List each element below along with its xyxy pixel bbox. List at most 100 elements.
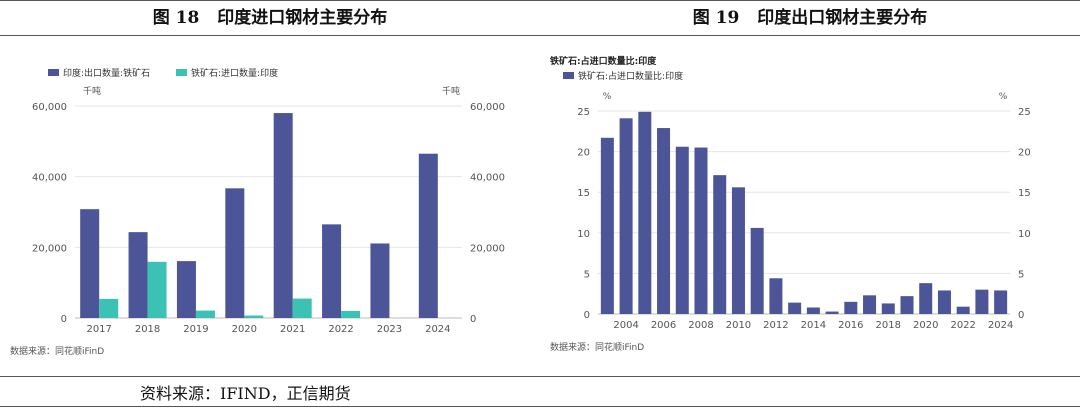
- bar-2006-s0: [657, 128, 671, 314]
- chart-source-note: 数据来源：同花顺iFinD: [550, 341, 644, 353]
- bar-2015-s0: [825, 311, 839, 314]
- bar-2022-s0: [956, 306, 970, 314]
- india-steel-import-chart: 0 0 20,000 20,000 40,000 40,000 60,000 60,000 千吨…: [10, 67, 505, 357]
- bar-2020-s0: [225, 188, 245, 318]
- y-tick-label-right: 20,000: [470, 243, 505, 254]
- x-tick-label: 2021: [280, 324, 305, 335]
- x-tick-label: 2004: [613, 320, 638, 331]
- legend-swatch-0: [48, 69, 59, 76]
- y-tick-label-left: 5: [584, 269, 590, 280]
- bar-2020-s1: [244, 315, 264, 318]
- bar-2008-s0: [694, 147, 708, 314]
- bar-2017-s1: [99, 298, 119, 318]
- legend-label-0: 铁矿石:占进口数量比:印度: [578, 70, 683, 82]
- bar-2021-s1: [292, 298, 312, 318]
- x-tick-label: 2018: [876, 320, 901, 331]
- legend-swatch-0: [563, 72, 574, 79]
- y-axis-unit-left: 千吨: [83, 85, 101, 97]
- footer-source: 资料来源：IFIND，正信期货: [140, 384, 351, 403]
- bar-2022-s1: [341, 310, 361, 318]
- y-tick-label-left: 20,000: [32, 243, 67, 254]
- x-tick-label: 2012: [763, 320, 788, 331]
- x-tick-label: 2016: [838, 320, 863, 331]
- x-tick-label: 2022: [328, 324, 353, 335]
- x-tick-label: 2020: [913, 320, 938, 331]
- bar-2011-s0: [750, 227, 764, 314]
- y-axis-unit-right: %: [999, 92, 1008, 102]
- chart-title: 铁矿石:占进口数量比:印度: [550, 55, 657, 67]
- y-tick-label-left: 15: [577, 188, 590, 199]
- bar-2020-s0: [919, 283, 933, 314]
- y-tick-label-right: 15: [1018, 188, 1031, 199]
- bar-2017-s0: [863, 295, 877, 314]
- y-tick-label-right: 5: [1018, 269, 1024, 280]
- bar-2005-s0: [638, 111, 652, 314]
- x-tick-label: 2024: [425, 324, 450, 335]
- chart-source-note: 数据来源：同花顺iFinD: [10, 345, 104, 357]
- bar-2013-s0: [788, 302, 802, 314]
- x-tick-label: 2020: [232, 324, 257, 335]
- y-axis-unit-left: %: [603, 92, 612, 102]
- figure-19-number: 图 19: [692, 8, 740, 28]
- bar-2024-s0: [994, 290, 1008, 314]
- footer-bottom-rule: [0, 406, 1080, 407]
- bar-2023-s0: [370, 243, 390, 318]
- y-tick-label-right: 0: [470, 314, 476, 325]
- y-tick-label-right: 10: [1018, 229, 1031, 240]
- bar-2010-s0: [731, 187, 745, 314]
- figure-19-caption: 印度出口钢材主要分布: [757, 8, 928, 28]
- bar-2009-s0: [713, 175, 727, 314]
- y-tick-label-left: 20: [577, 148, 590, 159]
- bar-2021-s0: [273, 113, 293, 318]
- y-tick-label-left: 60,000: [32, 102, 67, 113]
- x-tick-label: 2024: [988, 320, 1013, 331]
- y-tick-label-left: 0: [584, 310, 590, 321]
- bar-2018-s0: [128, 232, 148, 318]
- y-tick-label-right: 60,000: [470, 102, 505, 113]
- y-axis-unit-right: 千吨: [442, 85, 460, 97]
- bar-2004-s0: [619, 118, 633, 314]
- x-tick-label: 2008: [688, 320, 713, 331]
- x-tick-label: 2017: [86, 324, 111, 335]
- y-tick-label-left: 40,000: [32, 173, 67, 184]
- x-tick-label: 2006: [651, 320, 676, 331]
- bar-2024-s0: [418, 153, 438, 318]
- bar-2019-s0: [900, 296, 914, 314]
- y-tick-label-left: 10: [577, 229, 590, 240]
- bar-2003-s0: [600, 137, 614, 314]
- bar-2018-s0: [881, 303, 895, 314]
- x-tick-label: 2010: [726, 320, 751, 331]
- legend-swatch-1: [176, 69, 187, 76]
- y-tick-label-right: 0: [1018, 310, 1024, 321]
- x-tick-label: 2023: [377, 324, 402, 335]
- figure-18-number: 图 18: [152, 8, 200, 28]
- y-tick-label-right: 40,000: [470, 173, 505, 184]
- bar-2019-s0: [176, 261, 196, 318]
- bar-2023-s0: [975, 289, 989, 314]
- legend-label-0: 印度:出口数量:铁矿石: [63, 67, 150, 79]
- x-tick-label: 2014: [801, 320, 826, 331]
- bar-2017-s0: [80, 209, 100, 318]
- bar-2022-s0: [322, 224, 342, 318]
- x-tick-label: 2022: [950, 320, 975, 331]
- bar-2018-s1: [147, 261, 167, 318]
- title-rule: [0, 35, 1080, 36]
- top-rule: [0, 0, 1080, 1]
- figure-19-title: 图 19 印度出口钢材主要分布: [540, 4, 1080, 32]
- figure-18-caption: 印度进口钢材主要分布: [217, 8, 388, 28]
- bar-2016-s0: [844, 301, 858, 314]
- bar-2014-s0: [806, 307, 820, 314]
- figure-18-title: 图 18 印度进口钢材主要分布: [0, 4, 540, 32]
- y-tick-label-left: 25: [577, 107, 590, 118]
- x-tick-label: 2019: [183, 324, 208, 335]
- legend-label-1: 铁矿石:进口数量:印度: [191, 67, 278, 79]
- y-tick-label-right: 20: [1018, 148, 1031, 159]
- bar-2007-s0: [675, 146, 689, 314]
- footer-top-rule: [0, 376, 1080, 377]
- x-tick-label: 2018: [135, 324, 160, 335]
- bar-2012-s0: [769, 278, 783, 314]
- bar-2019-s1: [195, 310, 215, 318]
- bar-2021-s0: [937, 290, 951, 314]
- y-tick-label-right: 25: [1018, 107, 1031, 118]
